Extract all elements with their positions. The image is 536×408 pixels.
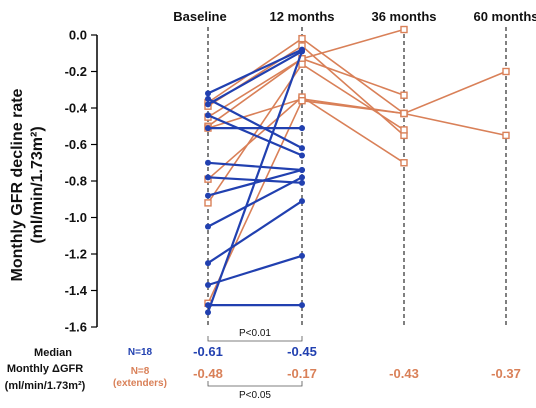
data-point xyxy=(400,109,408,118)
series-line xyxy=(207,176,303,228)
data-point xyxy=(299,167,305,174)
series-line xyxy=(207,50,303,106)
data-point xyxy=(299,179,305,186)
data-point xyxy=(299,252,305,259)
timepoint-label: Baseline xyxy=(173,9,226,24)
data-point xyxy=(205,159,211,166)
series-line xyxy=(207,99,405,304)
p1-bracket xyxy=(207,336,303,342)
y-tick-label: -0.4 xyxy=(65,101,88,116)
series-line xyxy=(207,48,303,95)
median-value-group2: -0.37 xyxy=(491,366,521,381)
data-point xyxy=(205,174,211,181)
y-tick-label: 0.0 xyxy=(69,28,87,43)
p2-bracket xyxy=(207,381,303,387)
y-tick-label: -0.2 xyxy=(65,64,87,79)
series-line xyxy=(207,254,303,287)
y-tick-label: -0.6 xyxy=(65,137,87,152)
group1-n: N=18 xyxy=(128,347,153,358)
data-point xyxy=(299,152,305,159)
y-tick-label: -1.4 xyxy=(65,283,88,298)
y-tick-label: -0.8 xyxy=(65,174,87,189)
data-point xyxy=(299,174,305,181)
median-label-2: Monthly ΔGFR xyxy=(7,363,83,375)
data-point xyxy=(205,192,211,199)
data-point xyxy=(205,95,211,102)
data-point xyxy=(298,34,306,43)
p2-label: P<0.05 xyxy=(239,390,271,401)
main-series xyxy=(205,46,305,316)
data-point xyxy=(205,282,211,289)
series-line xyxy=(207,28,405,118)
series-line xyxy=(207,37,507,115)
p1-label: P<0.01 xyxy=(239,328,271,339)
y-axis-label-line2: (ml/min/1.73m²) xyxy=(29,126,46,243)
data-point xyxy=(205,112,211,119)
data-point xyxy=(205,309,211,316)
data-point xyxy=(299,125,305,132)
data-point xyxy=(502,131,510,140)
series-line xyxy=(206,51,304,313)
data-point xyxy=(299,145,305,152)
y-axis-label-line1: Monthly GFR decline rate xyxy=(9,88,26,281)
median-label: Median xyxy=(34,347,72,359)
data-point xyxy=(299,302,305,309)
data-point xyxy=(205,101,211,108)
data-point xyxy=(299,48,305,55)
data-point xyxy=(205,223,211,230)
data-point xyxy=(400,25,408,34)
data-point xyxy=(298,60,306,68)
median-value-group2: -0.48 xyxy=(193,366,223,381)
series-line xyxy=(207,97,303,150)
median-value-group1: -0.45 xyxy=(287,344,317,359)
data-point xyxy=(299,198,305,205)
y-tick-label: -1.0 xyxy=(65,210,87,225)
median-values: -0.61 -0.45 -0.48 -0.17 -0.43 -0.37 xyxy=(193,344,521,381)
data-point xyxy=(204,199,212,207)
median-value-group1: -0.61 xyxy=(193,344,223,359)
data-point xyxy=(400,126,408,134)
timepoint-label: 60 months xyxy=(473,9,536,24)
data-point xyxy=(502,67,510,76)
data-point xyxy=(205,90,211,97)
data-point xyxy=(205,260,211,267)
extenders-series xyxy=(204,25,510,307)
data-point xyxy=(400,91,408,99)
series-line xyxy=(207,161,303,172)
timepoint-label: 36 months xyxy=(371,9,436,24)
median-label-3: (ml/min/1.73m²) xyxy=(5,380,86,392)
timepoint-label: 12 months xyxy=(269,9,334,24)
median-value-group2: -0.17 xyxy=(287,366,317,381)
data-point xyxy=(298,96,306,105)
series-line xyxy=(207,200,303,265)
median-value-group2: -0.43 xyxy=(389,366,419,381)
series-line xyxy=(207,114,303,157)
group2-n: N=8 xyxy=(131,366,150,377)
y-ticks: 0.0 -0.2 -0.4 -0.6 -0.8 -1.0 -1.2 -1.4 -1.6 xyxy=(65,28,97,335)
series-line xyxy=(207,98,507,137)
y-tick-label: -1.2 xyxy=(65,247,87,262)
data-point xyxy=(205,125,211,132)
group2-tag: (extenders) xyxy=(113,378,167,389)
data-point xyxy=(400,159,408,167)
y-tick-label: -1.6 xyxy=(65,320,87,335)
